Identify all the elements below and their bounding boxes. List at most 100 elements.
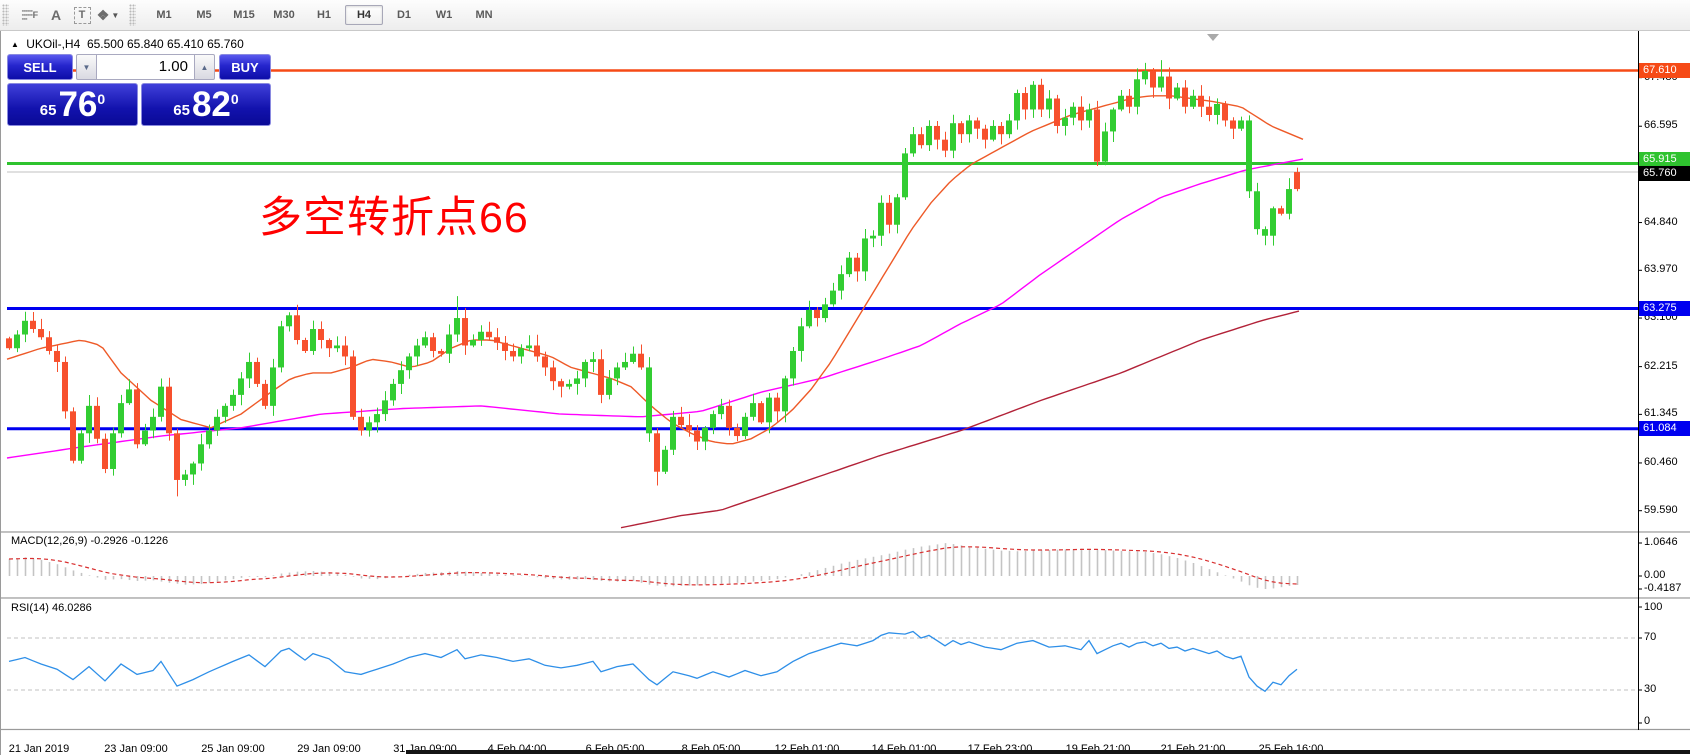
candle-body [846,257,852,275]
timeframe-button-MN[interactable]: MN [475,9,493,21]
candle-body [926,125,932,146]
text-box-tool-icon[interactable]: T [69,3,95,27]
candle-body [982,128,988,140]
candle-body [1094,109,1100,162]
price-line-label: 63.275 [1639,300,1690,316]
candle-body [1206,106,1212,115]
candle-body [566,383,572,387]
candle-body [814,309,820,319]
candle-body [1238,120,1244,129]
candle-body [758,403,764,423]
buy-price-tile[interactable]: 65 82 0 [141,83,271,126]
candle-body [1166,76,1172,99]
candle-body [1158,76,1164,88]
candle-body [246,361,252,379]
bottom-window-edge [406,750,1690,754]
candle-body [1286,189,1292,214]
candle-body [46,337,52,351]
candle-body [62,361,68,412]
candle-body [662,449,668,472]
candle-body [702,427,708,442]
candle-body [510,350,516,357]
dashed-box-icon: T [73,6,91,24]
sell-button[interactable]: SELL [7,54,73,80]
timeframe-button-H4[interactable]: H4 [345,5,383,25]
volume-increase-button[interactable]: ▲ [194,54,215,80]
candle-body [1278,208,1284,214]
buy-button[interactable]: BUY [219,54,271,80]
candle-body [1134,79,1140,107]
dropdown-caret-icon[interactable]: ▼ [111,10,120,20]
candle-body [974,120,980,129]
timeframe-button-M5[interactable]: M5 [196,9,212,21]
volume-input[interactable]: 1.00 [97,54,194,80]
timeframe-button-H1[interactable]: H1 [316,9,332,21]
candle-body [1078,106,1084,121]
arrows-tool-icon[interactable]: ❖ ▼ [95,3,121,27]
candle-body [30,320,36,330]
chart-window[interactable]: ▲ UKOil-,H4 65.500 65.840 65.410 65.760 … [0,31,1690,755]
macd-axis-label: 1.0646 [1644,535,1678,548]
candle-body [342,345,348,357]
fibonacci-tool-icon[interactable]: ┄┄ ┄┄ ┄ F [21,6,39,24]
timeframe-toolbar: M1 M5 M15 M30 H1 H4 D1 W1 MN [138,0,510,30]
price-line-label: 65.915 [1639,152,1690,168]
candle-body [894,197,900,225]
candle-body [502,342,508,351]
candle-body [78,433,84,461]
timeframe-button-M30[interactable]: M30 [273,9,295,21]
candle-body [374,414,380,423]
candle-body [870,235,876,239]
candle-body [1118,95,1124,110]
candle-body [590,359,596,362]
time-axis-label: 25 Jan 09:00 [201,743,265,755]
candle-body [1214,103,1220,115]
candle-body [694,430,700,442]
candle-body [110,433,116,469]
timeframe-button-D1[interactable]: D1 [396,9,412,21]
volume-decrease-button[interactable]: ▼ [76,54,97,80]
candle-body [86,405,92,434]
candle-body [958,123,964,135]
sell-price-tile[interactable]: 65 76 0 [7,83,138,126]
candle-body [838,274,844,291]
price-chart-canvas[interactable] [1,31,1690,755]
time-axis-label: 23 Jan 09:00 [104,743,168,755]
candle-body [334,345,340,349]
rsi-line [8,630,1298,693]
candle-body [350,356,356,417]
candle-body [1270,208,1276,236]
price-tick-label: 66.595 [1644,119,1678,132]
candle-body [1086,109,1092,121]
timeframe-button-M1[interactable]: M1 [156,9,172,21]
candle-body [1246,120,1252,192]
candle-body [542,356,548,368]
candle-body [318,329,324,341]
candle-body [166,386,172,434]
candle-body [558,381,564,387]
sell-price-sup: 0 [97,91,106,107]
collapse-triangle-icon[interactable]: ▲ [11,40,19,49]
candle-body [734,427,740,437]
candle-body [854,257,860,272]
macd-name: MACD(12,26,9) [11,535,88,547]
candle-body [6,338,12,349]
candle-body [902,153,908,198]
chart-annotation-text: 多空转折点66 [259,194,529,242]
candle-body [1006,120,1012,135]
candle-body [158,386,164,417]
toolbar-drag-handle[interactable] [2,4,9,26]
timeframe-button-M15[interactable]: M15 [233,9,255,21]
text-label-icon[interactable]: A [50,7,62,23]
candle-body [942,139,948,151]
candle-body [1190,95,1196,107]
candle-body [134,389,140,445]
candle-body [798,326,804,351]
candle-body [190,463,196,475]
macd-values: -0.2926 -0.1226 [90,535,169,547]
timeframe-button-W1[interactable]: W1 [435,9,453,21]
candle-body [494,337,500,343]
chart-shift-marker-icon[interactable] [1207,34,1219,41]
candle-body [806,309,812,327]
candle-body [766,397,772,423]
